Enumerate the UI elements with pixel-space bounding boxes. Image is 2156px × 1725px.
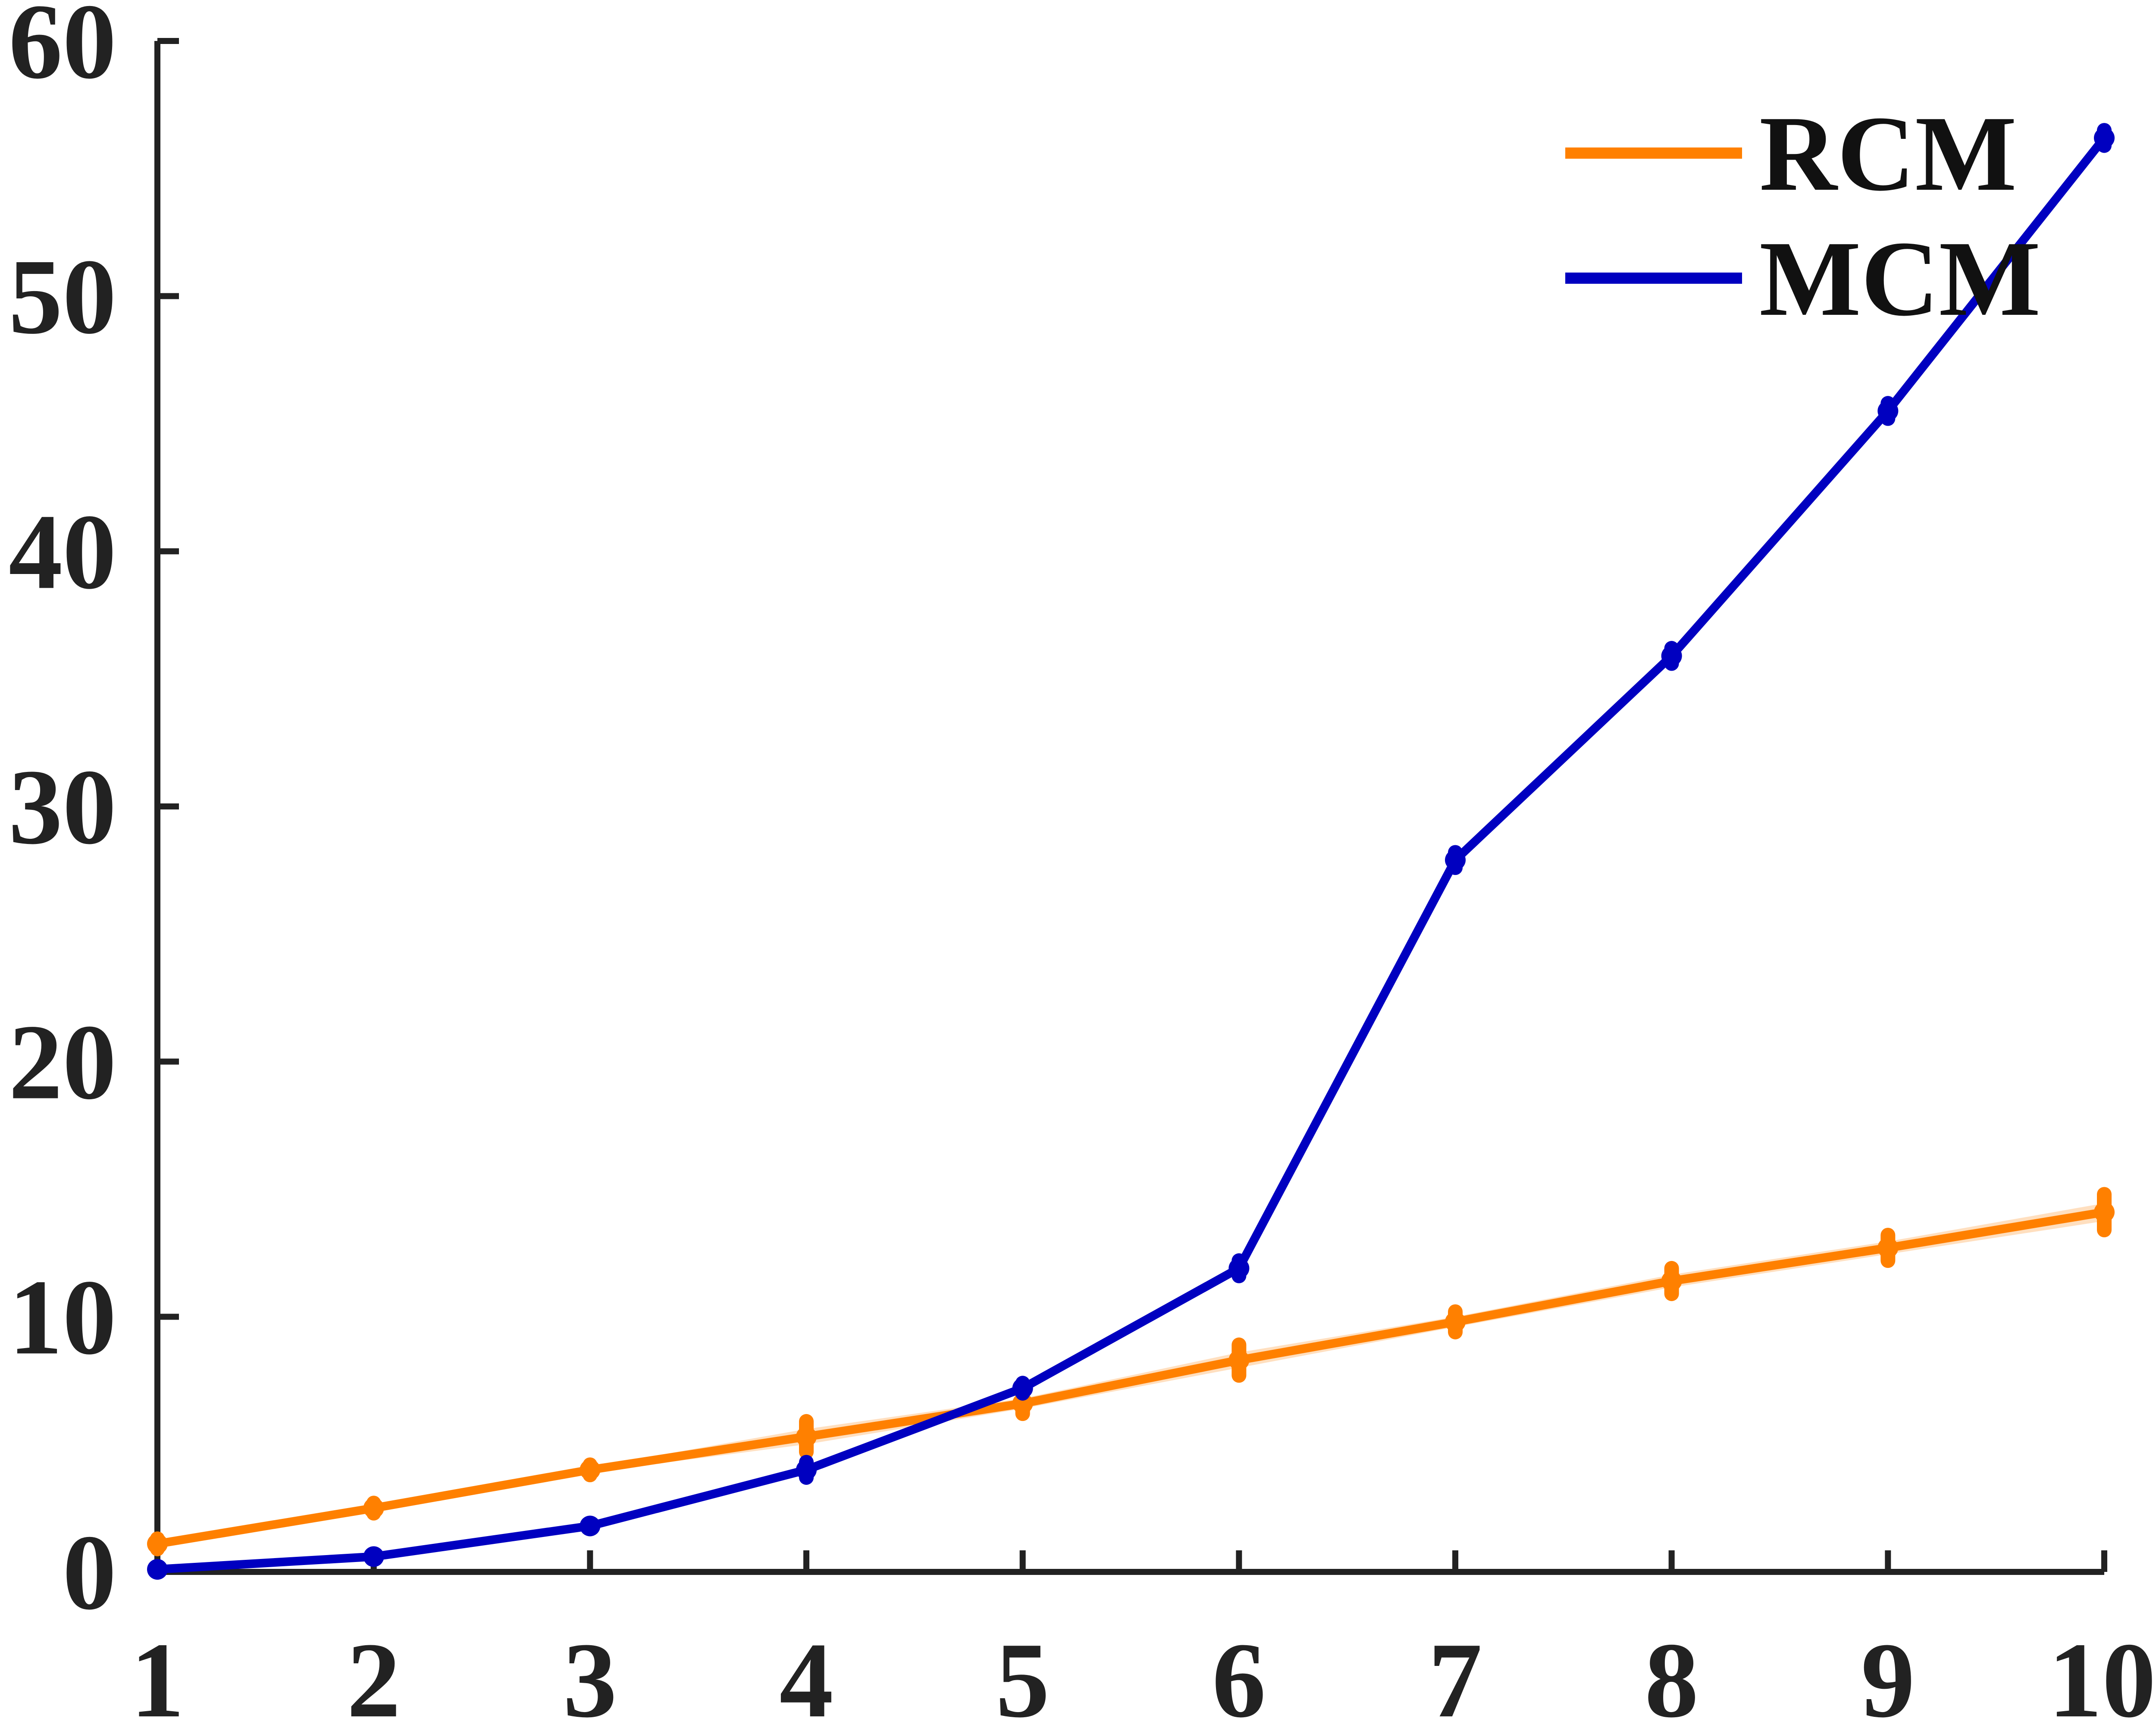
data-point — [1877, 1237, 1899, 1258]
x-tick-label: 1 — [131, 1621, 185, 1725]
y-tick-label: 50 — [9, 237, 116, 357]
x-tick-label: 3 — [563, 1621, 617, 1725]
x-tick-label: 7 — [1429, 1621, 1482, 1725]
series-mcm — [147, 123, 2115, 1580]
x-tick-label: 9 — [1861, 1621, 1915, 1725]
series-rcm — [147, 1187, 2115, 1556]
x-tick-label: 10 — [2048, 1621, 2156, 1725]
data-point — [580, 1459, 601, 1480]
x-tick-label: 2 — [347, 1621, 401, 1725]
y-tick-label: 10 — [9, 1258, 116, 1377]
data-point — [2094, 127, 2115, 148]
axes: 0 10 20 30 40 50 60 1 2 3 4 5 6 7 8 9 10 — [9, 0, 2156, 1725]
data-point — [796, 1426, 817, 1447]
legend-label-rcm: RCM — [1759, 94, 2017, 213]
data-point — [580, 1515, 601, 1537]
data-point — [1012, 1378, 1033, 1399]
series-band-mcm — [157, 134, 2104, 1571]
series-line-rcm — [153, 1208, 2109, 1548]
data-point — [147, 1559, 168, 1580]
legend-label-mcm: MCM — [1759, 219, 2040, 339]
y-tick-label: 0 — [63, 1513, 116, 1632]
data-point — [796, 1459, 817, 1480]
y-tick-label: 20 — [9, 1003, 116, 1122]
data-point — [1445, 1311, 1466, 1333]
data-point — [1877, 400, 1899, 421]
x-tick-label: 5 — [996, 1621, 1050, 1725]
x-tick-label: 8 — [1645, 1621, 1698, 1725]
data-point — [363, 1498, 384, 1519]
data-point — [1661, 645, 1682, 666]
data-point — [1445, 850, 1466, 871]
series-line-mcm — [153, 133, 2109, 1574]
x-tick-label: 4 — [780, 1621, 834, 1725]
series-layer — [147, 123, 2115, 1580]
y-tick-label: 40 — [9, 492, 116, 612]
data-point — [2094, 1201, 2115, 1223]
data-point — [1228, 1349, 1250, 1371]
data-point — [1228, 1258, 1250, 1279]
y-tick-label: 60 — [9, 0, 116, 101]
x-tick-label: 6 — [1212, 1621, 1266, 1725]
data-point — [147, 1533, 168, 1554]
data-point — [363, 1546, 384, 1567]
y-tick-label: 30 — [9, 747, 116, 867]
data-point — [1661, 1270, 1682, 1292]
